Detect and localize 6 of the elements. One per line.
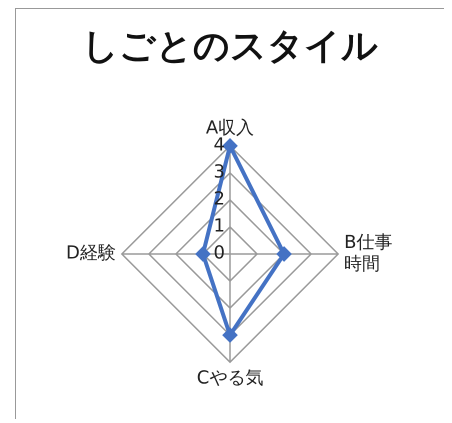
spoke-label: Cやる気 (196, 368, 264, 389)
y-tick-label: 1 (214, 216, 225, 237)
spoke-label: D経験 (66, 242, 116, 264)
spoke-label: B仕事時間 (344, 232, 392, 274)
chart-title: しごとのスタイル (82, 26, 378, 67)
y-tick-label: 0 (214, 242, 225, 264)
